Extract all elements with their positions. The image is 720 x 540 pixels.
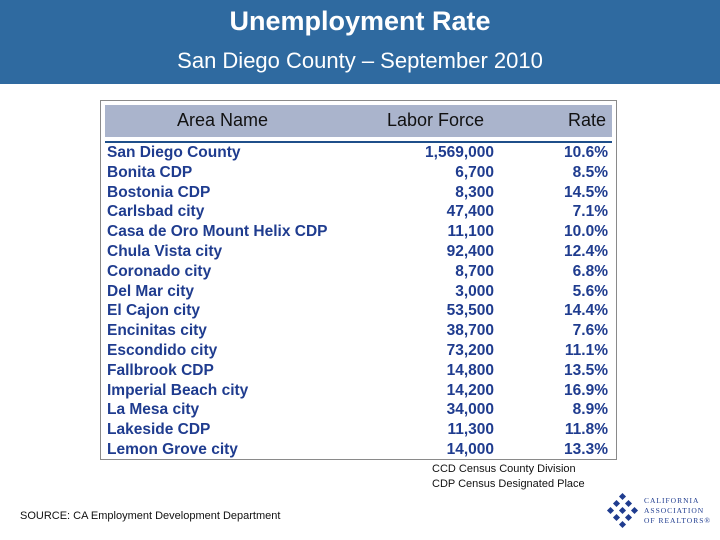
cell-rate: 13.3% <box>564 440 608 458</box>
cell-area-name: Bostonia CDP <box>107 183 211 201</box>
cell-area-name: Del Mar city <box>107 282 195 300</box>
cell-labor-force: 8,300 <box>455 183 494 201</box>
cell-labor-force: 6,700 <box>455 163 494 181</box>
column-header-rate: Rate <box>567 110 606 130</box>
cell-labor-force: 1,569,000 <box>425 144 494 161</box>
cell-labor-force: 11,300 <box>447 421 494 439</box>
cell-rate: 7.6% <box>572 322 608 340</box>
cell-rate: 5.6% <box>572 282 608 300</box>
cell-rate: 13.5% <box>564 361 608 379</box>
column-header-labor-force: Labor Force <box>387 110 485 130</box>
cell-area-name: Carlsbad city <box>107 203 205 221</box>
car-logo: CALIFORNIA ASSOCIATION OF REALTORS® <box>604 492 714 534</box>
table-row: Imperial Beach city 14,200 16.9% <box>105 381 612 401</box>
cell-area-name: Coronado city <box>107 262 212 280</box>
column-header-area-name: Area Name <box>177 110 269 130</box>
cell-area-name: Imperial Beach city <box>107 381 249 399</box>
cell-rate: 12.4% <box>564 242 608 260</box>
cell-rate: 10.0% <box>564 223 608 241</box>
table-row: Chula Vista city 92,400 12.4% <box>105 242 612 262</box>
title-banner: Unemployment Rate San Diego County – Sep… <box>0 0 720 84</box>
cell-labor-force: 73,200 <box>446 341 494 359</box>
source-credit: SOURCE: CA Employment Development Depart… <box>20 510 281 522</box>
cell-rate: 11.8% <box>564 421 608 439</box>
cell-labor-force: 14,000 <box>446 440 494 458</box>
cell-area-name: Lemon Grove city <box>107 440 238 458</box>
cell-rate: 10.6% <box>564 144 608 161</box>
table-row: Bonita CDP 6,700 8.5% <box>105 163 612 183</box>
table-header: Area Name Labor Force Rate <box>105 105 612 137</box>
table-row: Casa de Oro Mount Helix CDP 11,100 10.0% <box>105 222 612 242</box>
cell-labor-force: 14,800 <box>446 361 494 379</box>
cell-labor-force: 34,000 <box>446 401 494 419</box>
cell-rate: 11.1% <box>564 341 608 359</box>
table-row: Fallbrook CDP 14,800 13.5% <box>105 361 612 381</box>
table-row: El Cajon city 53,500 14.4% <box>105 301 612 321</box>
car-diamond-logo-icon <box>606 492 639 529</box>
cell-labor-force: 11,100 <box>447 223 494 241</box>
cell-area-name: El Cajon city <box>107 302 201 320</box>
cell-labor-force: 53,500 <box>446 302 494 320</box>
cell-rate: 6.8% <box>572 262 608 280</box>
cell-area-name: Fallbrook CDP <box>107 361 214 379</box>
cell-area-name: Bonita CDP <box>107 163 193 181</box>
cell-labor-force: 92,400 <box>446 242 494 260</box>
table-row: Lakeside CDP 11,300 11.8% <box>105 420 612 440</box>
table-row: Carlsbad city 47,400 7.1% <box>105 202 612 222</box>
cell-area-name: Casa de Oro Mount Helix CDP <box>107 223 328 241</box>
cell-labor-force: 47,400 <box>446 203 494 221</box>
table-row: La Mesa city 34,000 8.9% <box>105 400 612 420</box>
cell-area-name: Chula Vista city <box>107 242 223 260</box>
note-cdp: CDP Census Designated Place <box>432 478 585 490</box>
cell-area-name: San Diego County <box>107 144 241 161</box>
cell-rate: 7.1% <box>572 203 608 221</box>
cell-rate: 8.9% <box>572 401 608 419</box>
logo-text: CALIFORNIA ASSOCIATION OF REALTORS® <box>644 496 712 525</box>
cell-rate: 14.5% <box>564 183 608 201</box>
header-divider <box>105 141 612 143</box>
cell-labor-force: 8,700 <box>455 262 494 280</box>
cell-labor-force: 14,200 <box>446 381 494 399</box>
abbreviation-notes: CCD Census County Division CDP Census De… <box>432 462 585 492</box>
page-title: Unemployment Rate <box>229 6 491 36</box>
table-row: San Diego County 1,569,000 10.6% <box>105 143 612 163</box>
table-row: Lemon Grove city 14,000 13.3% <box>105 440 612 460</box>
table-row: Escondido city 73,200 11.1% <box>105 341 612 361</box>
cell-area-name: Escondido city <box>107 341 218 359</box>
table-row: Del Mar city 3,000 5.6% <box>105 282 612 302</box>
cell-area-name: Lakeside CDP <box>107 421 211 439</box>
table-row: Bostonia CDP 8,300 14.5% <box>105 183 612 203</box>
note-ccd: CCD Census County Division <box>432 463 576 475</box>
unemployment-table: Area Name Labor Force Rate San Diego Cou… <box>100 100 617 460</box>
table-row: Coronado city 8,700 6.8% <box>105 262 612 282</box>
cell-area-name: Encinitas city <box>107 322 207 340</box>
cell-labor-force: 3,000 <box>455 282 494 300</box>
cell-labor-force: 38,700 <box>446 322 494 340</box>
table-body: San Diego County 1,569,000 10.6% Bonita CDP… <box>105 143 612 460</box>
cell-area-name: La Mesa city <box>107 401 200 419</box>
page-subtitle: San Diego County – September 2010 <box>177 48 543 73</box>
cell-rate: 8.5% <box>572 163 608 181</box>
cell-rate: 16.9% <box>564 381 608 399</box>
cell-rate: 14.4% <box>564 302 608 320</box>
table-row: Encinitas city 38,700 7.6% <box>105 321 612 341</box>
